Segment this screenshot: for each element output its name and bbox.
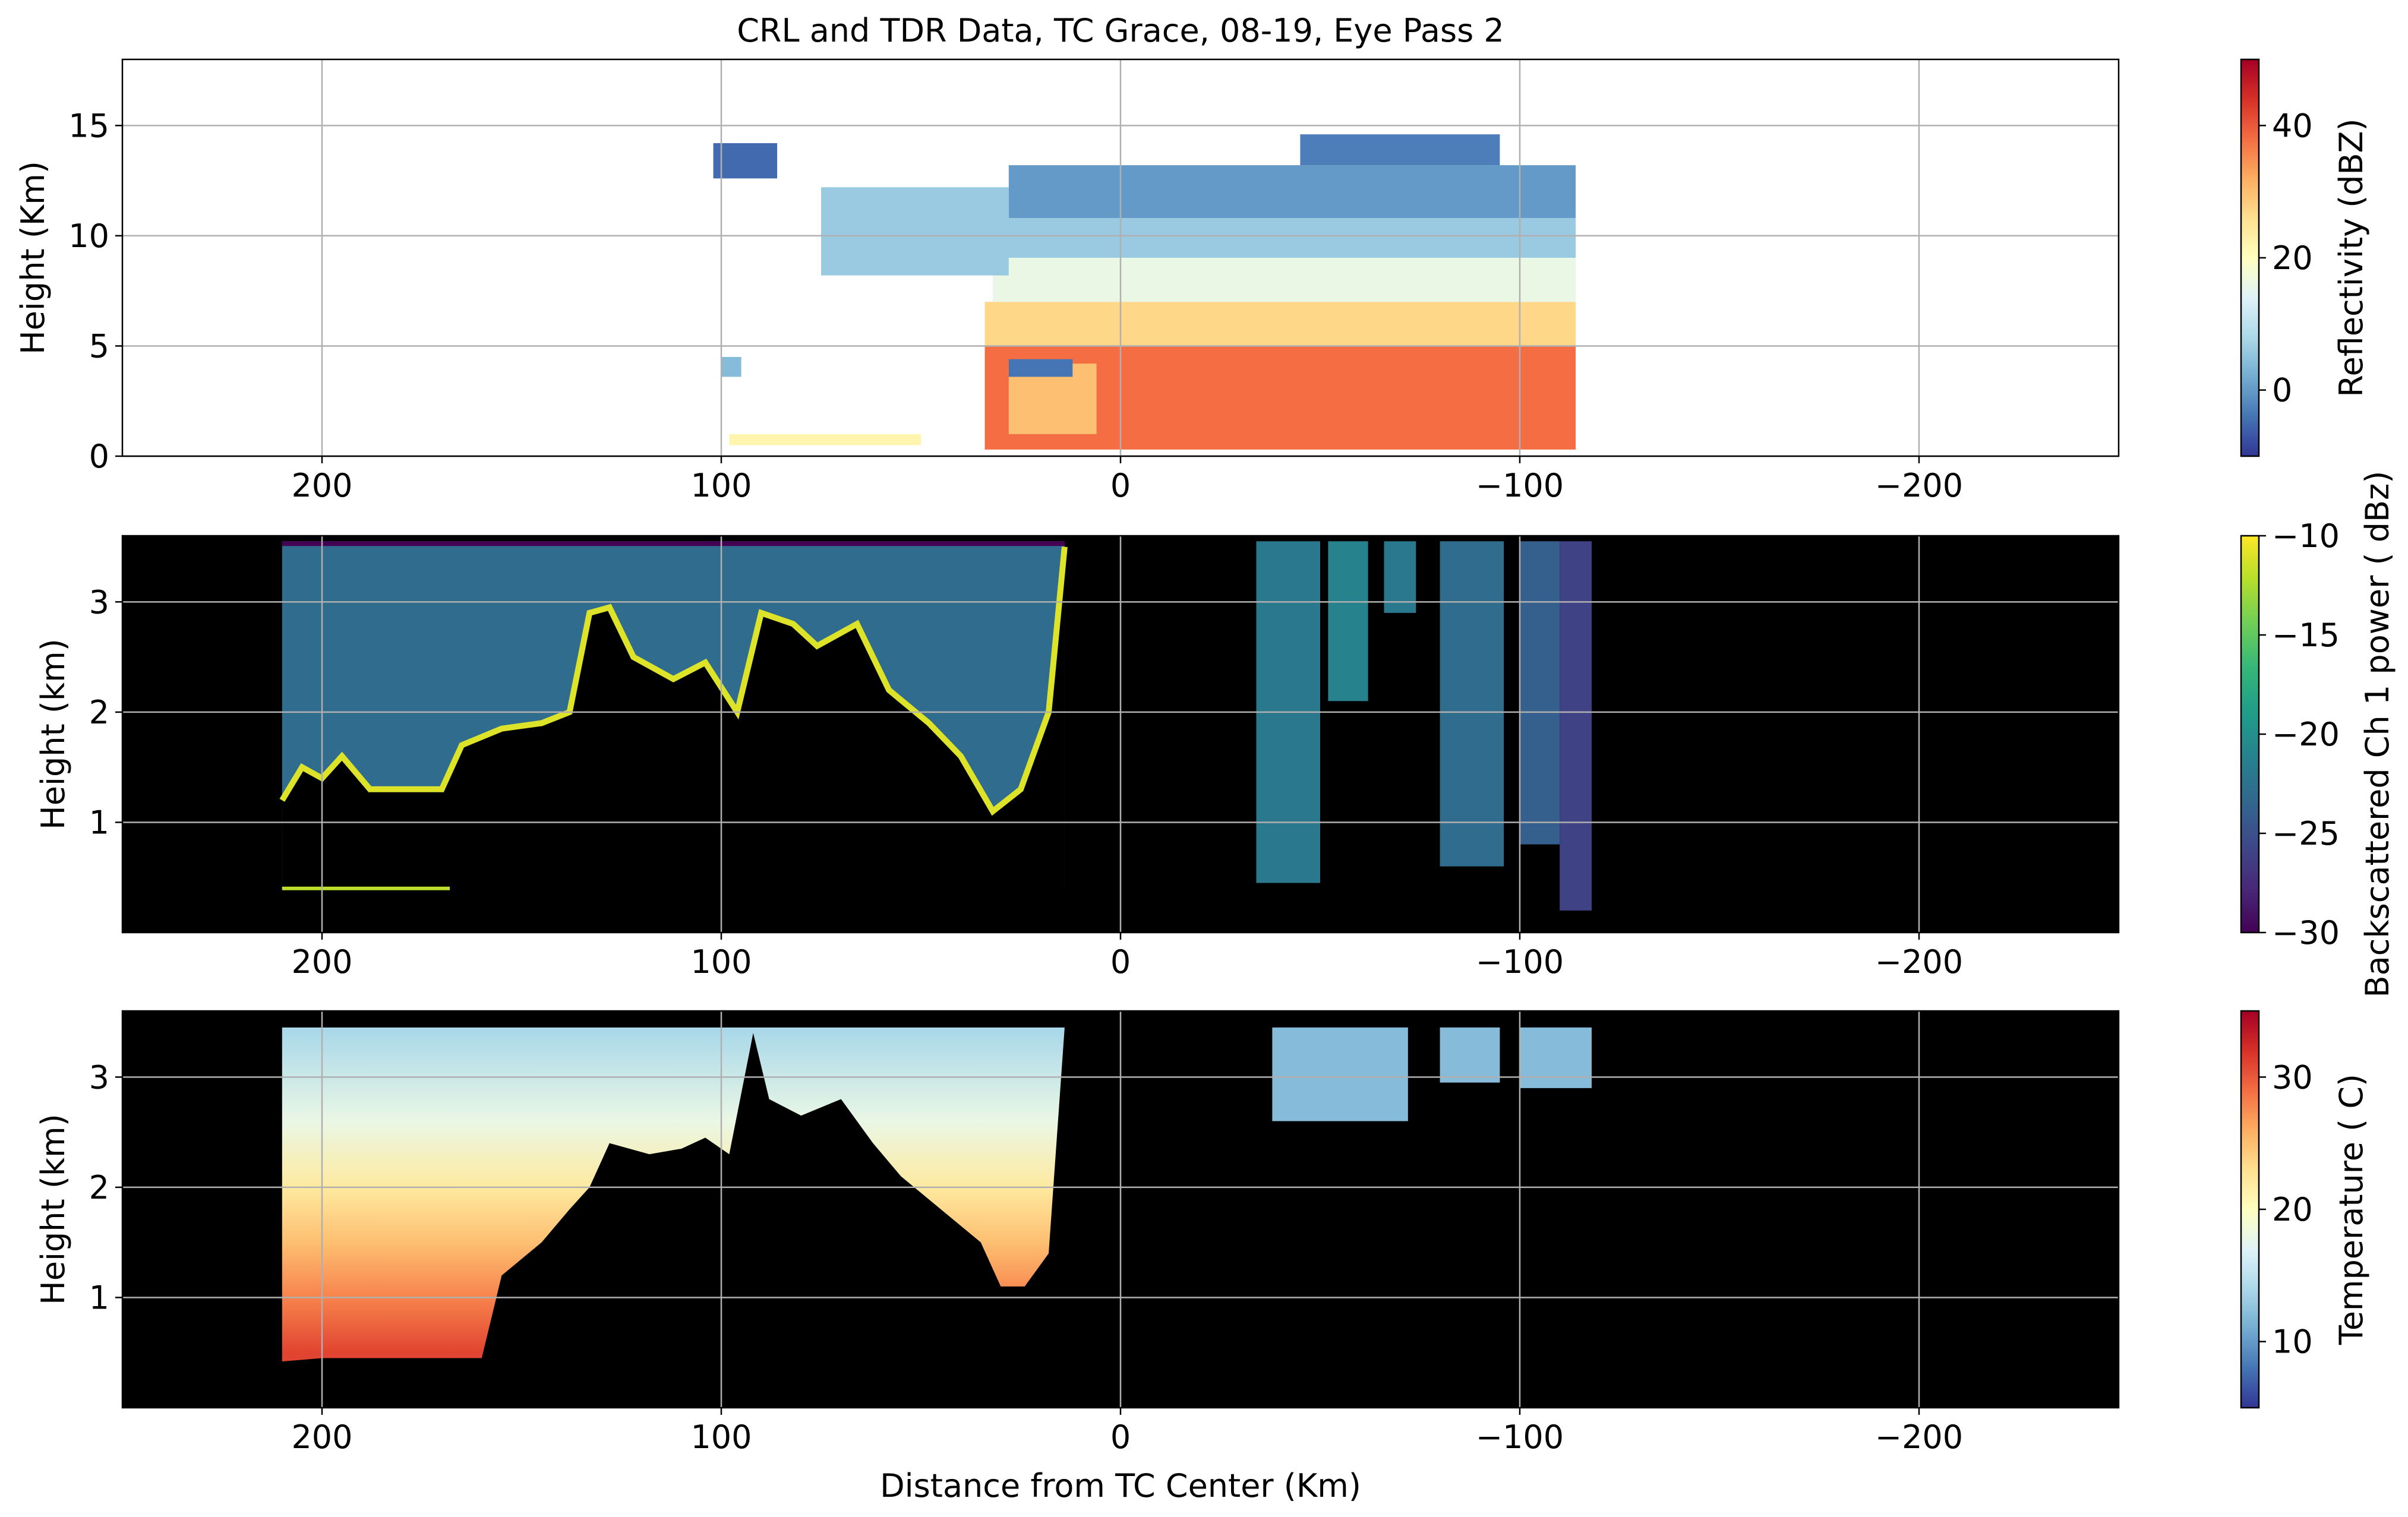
reflectivity-region xyxy=(992,258,1576,302)
x-tick-label: −100 xyxy=(1476,943,1564,981)
cloud-column xyxy=(1560,541,1592,911)
colorbar-tick-label: 20 xyxy=(2272,239,2313,277)
colorbar-tick-label: −10 xyxy=(2272,517,2340,555)
x-tick-label: 0 xyxy=(1110,943,1131,981)
cloud-column xyxy=(1440,541,1504,867)
x-tick-label: 100 xyxy=(690,467,752,504)
cloud-top-return xyxy=(279,546,1068,816)
temperature-segment xyxy=(1440,1027,1500,1083)
panel-reflectivity: 200 100 0 −100 −200 0 5 10 15 Height (Km) 0 20 40 Ref… xyxy=(14,58,2370,504)
x-tick-label: 200 xyxy=(291,467,352,504)
attenuated-region xyxy=(282,546,1065,933)
y-tick-label: 3 xyxy=(89,1058,109,1096)
colorbar-label: Reflectivity (dBZ) xyxy=(2333,118,2370,397)
x-tick-label: 100 xyxy=(690,1418,752,1456)
x-tick-label: −200 xyxy=(1875,943,1963,981)
colorbar-tick-label: 40 xyxy=(2272,107,2313,144)
temperature-segment xyxy=(1520,1027,1592,1088)
colorbar-reflectivity xyxy=(2240,58,2260,457)
heatmap-content xyxy=(713,134,1576,450)
colorbar-tick-label: 0 xyxy=(2272,372,2292,409)
reflectivity-region xyxy=(721,357,741,377)
y-axis-label: Height (Km) xyxy=(14,161,52,355)
x-tick-label: −200 xyxy=(1875,467,1963,504)
colorbar-backscatter xyxy=(2240,535,2260,934)
colorbar-tick-label: −25 xyxy=(2272,815,2340,852)
y-tick-label: 2 xyxy=(89,1169,109,1206)
reflectivity-region xyxy=(1001,218,1576,258)
colorbar-temperature xyxy=(2240,1010,2260,1409)
heatmap-content xyxy=(279,541,1592,933)
x-tick-label: 200 xyxy=(291,943,352,981)
x-tick-label: 100 xyxy=(690,943,752,981)
cloud-column xyxy=(1520,541,1560,845)
x-tick-label: 0 xyxy=(1110,467,1131,504)
colorbar-tick-label: −15 xyxy=(2272,617,2340,654)
y-tick-label: 1 xyxy=(89,804,109,841)
y-tick-label: 1 xyxy=(89,1279,109,1316)
y-axis-label: Height (km) xyxy=(34,1114,72,1305)
figure-title: CRL and TDR Data, TC Grace, 08-19, Eye P… xyxy=(737,12,1504,49)
x-tick-label: −200 xyxy=(1875,1418,1963,1456)
colorbar-tick-label: 20 xyxy=(2272,1191,2313,1228)
panel-backscatter: 200 100 0 −100 −200 1 2 3 Height (km) −30 −25 −20 −1… xyxy=(34,471,2396,998)
colorbar-label: Temperature ( C) xyxy=(2333,1074,2370,1345)
heatmap-content xyxy=(282,1027,1592,1362)
x-tick-label: −100 xyxy=(1476,1418,1564,1456)
panel-temperature: 200 100 0 −100 −200 1 2 3 Height (km) 10 20 30 Tempe… xyxy=(34,1010,2370,1456)
cloud-column xyxy=(1384,541,1416,613)
reflectivity-region xyxy=(1008,359,1073,377)
colorbar-tick-label: −20 xyxy=(2272,716,2340,753)
reflectivity-region xyxy=(1008,165,1576,219)
y-axis-label: Height (km) xyxy=(34,639,72,830)
y-tick-label: 2 xyxy=(89,694,109,731)
reflectivity-region xyxy=(821,187,1009,276)
x-tick-label: 0 xyxy=(1110,1418,1131,1456)
colorbar-tick-label: 10 xyxy=(2272,1323,2313,1361)
colorbar-tick-label: −30 xyxy=(2272,914,2340,952)
y-tick-label: 0 xyxy=(89,438,109,475)
temperature-segment xyxy=(1272,1027,1408,1121)
y-tick-label: 15 xyxy=(68,107,109,144)
cloud-column xyxy=(1328,541,1368,701)
y-tick-label: 10 xyxy=(68,217,109,255)
reflectivity-region xyxy=(713,143,778,179)
colorbar-tick-label: 30 xyxy=(2272,1058,2313,1096)
y-tick-label: 5 xyxy=(89,327,109,365)
x-tick-label: −100 xyxy=(1476,467,1564,504)
temperature-field xyxy=(282,1027,1065,1362)
colorbar-label: Backscattered Ch 1 power ( dBz) xyxy=(2359,471,2396,998)
reflectivity-region xyxy=(984,302,1576,346)
reflectivity-region xyxy=(1300,134,1500,166)
x-tick-label: 200 xyxy=(291,1418,352,1456)
x-axis-label: Distance from TC Center (Km) xyxy=(880,1467,1361,1505)
reflectivity-region xyxy=(729,434,921,445)
y-tick-label: 3 xyxy=(89,583,109,621)
